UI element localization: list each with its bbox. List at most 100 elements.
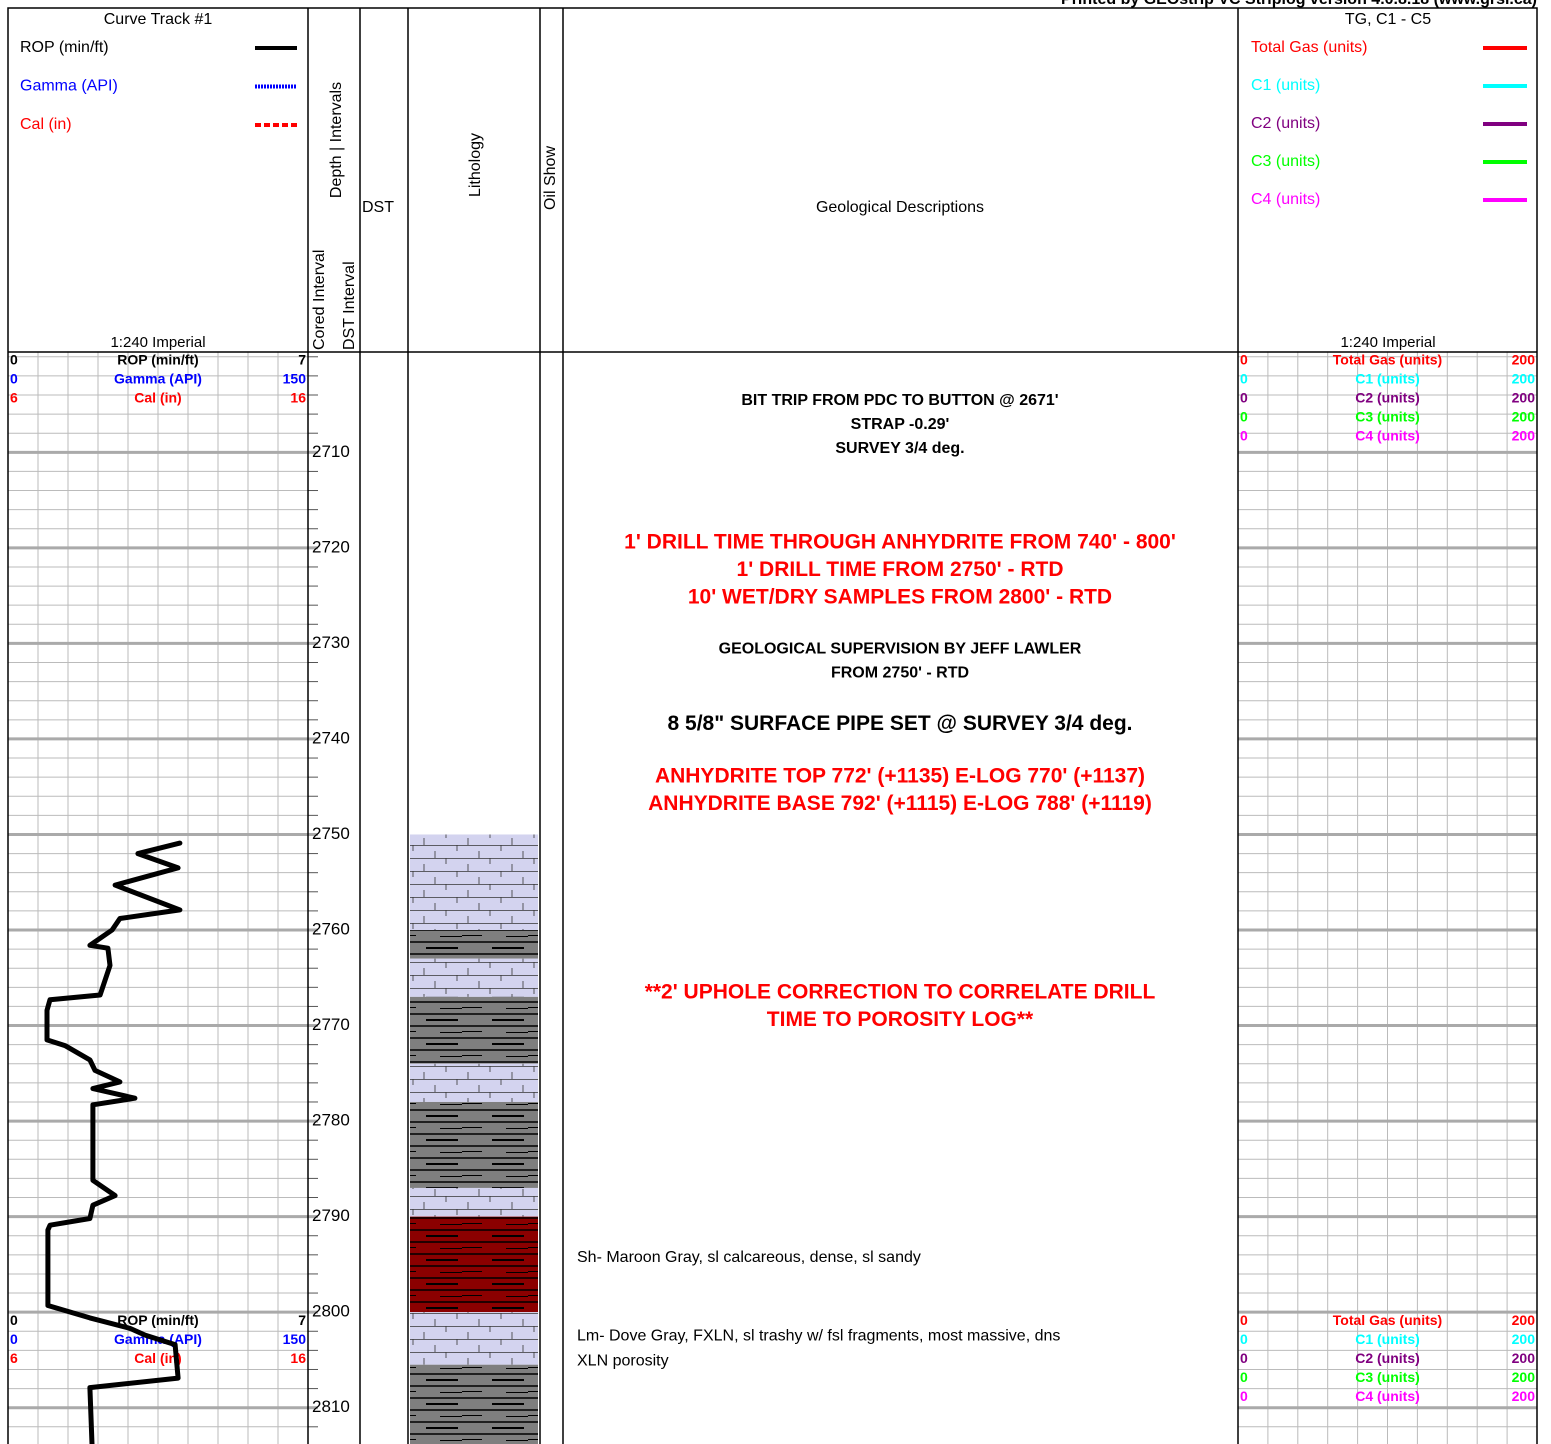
scale-name: C4 (units) — [1355, 1388, 1420, 1404]
lithology-pattern — [410, 1063, 538, 1102]
description-text: SURVEY 3/4 deg. — [835, 440, 964, 457]
description-text: FROM 2750' - RTD — [831, 664, 969, 681]
scale-name: C3 (units) — [1355, 1369, 1420, 1385]
scale-min: 6 — [10, 1350, 18, 1366]
description-text: **2' UPHOLE CORRECTION TO CORRELATE DRIL… — [645, 981, 1156, 1004]
grid-layer — [8, 352, 1537, 1444]
depth-label: 2720 — [312, 537, 350, 556]
column-header: Geological Descriptions — [816, 199, 984, 216]
description-text: XLN porosity — [577, 1352, 669, 1369]
scale-max: 200 — [1512, 1350, 1536, 1366]
legend-label: ROP (min/ft) — [20, 39, 109, 56]
scale-min: 0 — [1240, 390, 1248, 406]
scale-min: 0 — [1240, 371, 1248, 387]
scale-min: 0 — [1240, 409, 1248, 425]
scale-max: 7 — [298, 1312, 306, 1328]
description-text: ANHYDRITE TOP 772' (+1135) E-LOG 770' (+… — [655, 765, 1145, 788]
legend-label: C4 (units) — [1251, 191, 1320, 208]
frame — [7, 7, 1538, 1444]
scale-name: Cal (in) — [134, 390, 181, 406]
scale-max: 200 — [1512, 371, 1536, 387]
scale-min: 6 — [10, 390, 18, 406]
legend-label: Total Gas (units) — [1251, 39, 1367, 56]
scale-max: 200 — [1512, 1331, 1536, 1347]
scale-name: C4 (units) — [1355, 428, 1420, 444]
lithology-pattern — [410, 930, 538, 959]
description-text: 1' DRILL TIME FROM 2750' - RTD — [737, 558, 1064, 581]
scale-name: C1 (units) — [1355, 371, 1420, 387]
legend-label: Cal (in) — [20, 116, 72, 133]
scale-max: 200 — [1512, 1388, 1536, 1404]
scale-min: 0 — [1240, 1388, 1248, 1404]
scale-name: Gamma (API) — [114, 371, 202, 387]
scale-min: 0 — [1240, 1331, 1248, 1347]
scale-name: C2 (units) — [1355, 390, 1420, 406]
scale-name: C3 (units) — [1355, 409, 1420, 425]
description-text: BIT TRIP FROM PDC TO BUTTON @ 2671' — [741, 392, 1058, 409]
depth-label: 2810 — [312, 1397, 350, 1416]
lithology-pattern — [410, 958, 538, 997]
scale-min: 0 — [10, 371, 18, 387]
scale-max: 16 — [290, 1350, 306, 1366]
lithology-pattern — [410, 1216, 538, 1313]
curve-line — [44, 840, 183, 1444]
legend-label: C3 (units) — [1251, 153, 1320, 170]
column-header: DST — [362, 199, 394, 216]
legend-label: C2 (units) — [1251, 115, 1320, 132]
scale-name: Cal (in) — [134, 1350, 181, 1366]
scale-max: 200 — [1512, 428, 1536, 444]
track-scale: 1:240 Imperial — [110, 334, 205, 351]
lithology-pattern — [410, 1312, 538, 1365]
column-header: Depth | Intervals — [328, 82, 345, 198]
description-text: ANHYDRITE BASE 792' (+1115) E-LOG 788' (… — [648, 792, 1152, 815]
column-header: Lithology — [467, 133, 484, 197]
depth-label: 2770 — [312, 1015, 350, 1034]
scale-min: 0 — [1240, 1350, 1248, 1366]
description-text: 8 5/8" SURFACE PIPE SET @ SURVEY 3/4 deg… — [668, 712, 1133, 735]
scale-name: C1 (units) — [1355, 1331, 1420, 1347]
lithology-pattern — [410, 1101, 538, 1188]
lithology-pattern — [410, 996, 538, 1064]
scale-min: 0 — [10, 352, 18, 368]
scale-max: 200 — [1512, 1369, 1536, 1385]
track-title: Curve Track #1 — [104, 11, 213, 28]
scale-name: Total Gas (units) — [1333, 1312, 1442, 1328]
depth-label: 2730 — [312, 633, 350, 652]
depth-label: 2760 — [312, 919, 350, 938]
description-text: Lm- Dove Gray, FXLN, sl trashy w/ fsl fr… — [577, 1327, 1060, 1344]
scale-max: 150 — [283, 371, 307, 387]
description-text: Sh- Maroon Gray, sl calcareous, dense, s… — [577, 1249, 921, 1266]
scale-max: 200 — [1512, 1312, 1536, 1328]
scale-name: ROP (min/ft) — [117, 1312, 198, 1328]
legend-label: C1 (units) — [1251, 77, 1320, 94]
description-text: 10' WET/DRY SAMPLES FROM 2800' - RTD — [688, 586, 1112, 609]
depth-label: 2790 — [312, 1206, 350, 1225]
scale-min: 0 — [1240, 1369, 1248, 1385]
scale-name: Total Gas (units) — [1333, 352, 1442, 368]
scale-max: 150 — [283, 1331, 307, 1347]
scale-max: 200 — [1512, 352, 1536, 368]
scale-max: 200 — [1512, 390, 1536, 406]
depth-label: 2800 — [312, 1302, 350, 1321]
scale-min: 0 — [1240, 428, 1248, 444]
scale-min: 0 — [10, 1331, 18, 1347]
track-scale: 1:240 Imperial — [1340, 334, 1435, 351]
column-header: Cored Interval — [311, 250, 328, 351]
column-header: DST Interval — [341, 261, 358, 350]
scale-max: 7 — [298, 352, 306, 368]
depth-label: 2710 — [312, 442, 350, 461]
lithology-pattern — [410, 834, 538, 931]
description-text: TIME TO POROSITY LOG** — [767, 1008, 1034, 1031]
depth-label: 2780 — [312, 1111, 350, 1130]
data-layer: 2710 2720 2730 2740 2750 2760 2770 2780 2790 2800… — [10, 39, 1535, 1444]
scale-min: 0 — [1240, 1312, 1248, 1328]
printed-by: Printed by GEOstrip VC Striplog version … — [1061, 0, 1537, 8]
description-text: STRAP -0.29' — [851, 416, 950, 433]
scale-max: 200 — [1512, 409, 1536, 425]
scale-name: ROP (min/ft) — [117, 352, 198, 368]
scale-min: 0 — [1240, 352, 1248, 368]
column-header: Oil Show — [542, 146, 559, 210]
description-text: 1' DRILL TIME THROUGH ANHYDRITE FROM 740… — [624, 531, 1176, 554]
track-title: TG, C1 - C5 — [1345, 11, 1431, 28]
